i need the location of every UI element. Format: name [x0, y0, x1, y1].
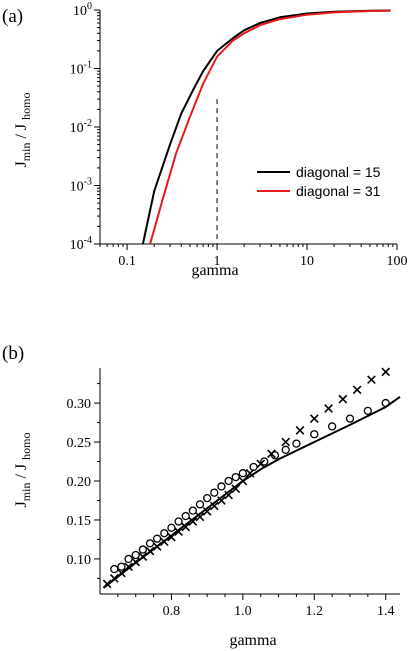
x-tick-label: 100 — [387, 254, 408, 269]
cross-point — [181, 522, 191, 532]
cross-point — [145, 546, 155, 556]
cross-point — [102, 579, 112, 589]
y-tick-label: 0.10 — [67, 553, 92, 568]
cross-point — [238, 476, 248, 486]
series-line-1 — [149, 9, 391, 245]
cross-point — [174, 527, 183, 537]
x-tick-label: 1.0 — [234, 604, 252, 619]
cross-point — [338, 394, 348, 404]
circle-point — [195, 500, 205, 509]
y-tick-label: 10-2 — [70, 118, 92, 136]
circle-point — [188, 506, 198, 515]
x-tick-label: 1.4 — [377, 604, 395, 619]
y-tick-label: 10-4 — [70, 235, 92, 253]
cross-point — [159, 537, 169, 547]
panel-b-x-axis-label: gamma — [229, 632, 276, 649]
circle-point — [131, 550, 140, 560]
circle-point — [174, 517, 183, 526]
circle-point — [281, 445, 290, 454]
cross-point — [217, 496, 226, 505]
cross-point — [381, 367, 391, 377]
cross-point — [295, 425, 305, 435]
cross-point — [209, 501, 219, 511]
cross-point — [231, 484, 241, 494]
x-tick-label: 1 — [214, 254, 221, 269]
cross-point — [188, 517, 198, 526]
circle-point — [117, 562, 126, 571]
panel-a: (a) 0.1 1 10 100 10-4 10-3 10-2 10-1 100 diagona… — [2, 1, 408, 279]
panel-a-axes — [99, 10, 397, 245]
y-tick-label: 10-1 — [70, 60, 92, 78]
cross-point — [109, 574, 119, 583]
circle-point — [310, 430, 319, 439]
circle-point — [210, 488, 219, 497]
x-tick-label: 1.2 — [306, 604, 324, 619]
panel-b-axes — [99, 368, 400, 595]
circle-point — [124, 554, 133, 564]
cross-point — [117, 568, 126, 578]
y-tick-label: 0.30 — [67, 397, 92, 412]
circle-point — [167, 523, 176, 532]
y-tick-label: 0.25 — [67, 436, 92, 451]
circle-point — [145, 539, 155, 548]
cross-point — [195, 512, 205, 522]
circle-point — [238, 469, 248, 478]
fit-line — [102, 395, 401, 589]
panel-a-label: (a) — [2, 6, 23, 27]
panel-b-ticks: 0.8 1.0 1.2 1.4 0.10 0.15 0.20 0.25 0.30 — [67, 383, 395, 619]
x-tick-label: 0.1 — [118, 254, 136, 269]
panel-b-series — [102, 367, 401, 589]
legend-label-diagonal-15: diagonal = 15 — [296, 164, 381, 180]
circle-point — [345, 414, 355, 423]
x-tick-label: 0.8 — [163, 604, 181, 619]
circle-point — [138, 545, 148, 554]
x-tick-label: 10 — [300, 254, 314, 269]
cross-point — [324, 404, 333, 413]
cross-point — [309, 414, 319, 424]
cross-point — [138, 552, 148, 561]
cross-point — [131, 557, 141, 567]
cross-point — [245, 468, 255, 478]
cross-point — [202, 507, 212, 516]
circle-point — [110, 564, 119, 574]
panel-b: (b) 0.8 1.0 1.2 1.4 0.10 0.15 0.20 0.25 0.30 gam… — [2, 343, 401, 649]
cross-point — [352, 385, 362, 395]
circle-point — [181, 511, 190, 521]
cross-point — [224, 490, 233, 500]
circle-point — [160, 529, 169, 538]
panel-a-y-axis-label: Jmin / J homo — [13, 93, 33, 168]
circle-point — [152, 534, 162, 543]
cross-point — [267, 449, 276, 459]
y-tick-label: 0.15 — [67, 514, 92, 529]
circle-point — [202, 493, 212, 503]
cross-point — [281, 437, 291, 447]
circle-point — [363, 406, 373, 416]
panel-a-ticks: 0.1 1 10 100 10-4 10-3 10-2 10-1 100 — [70, 1, 408, 269]
panel-a-x-axis-label: gamma — [191, 262, 238, 279]
cross-point — [124, 562, 133, 572]
cross-point — [152, 542, 162, 551]
y-tick-label: 0.20 — [67, 475, 92, 490]
circle-point — [270, 451, 280, 460]
circle-point — [292, 439, 301, 448]
panel-a-series — [141, 9, 391, 245]
legend: diagonal = 15 diagonal = 31 — [257, 164, 381, 199]
y-tick-label: 10-3 — [70, 177, 92, 195]
series-line-0 — [141, 9, 391, 245]
circle-point — [231, 472, 240, 482]
circle-point — [381, 398, 390, 408]
legend-label-diagonal-31: diagonal = 31 — [296, 183, 381, 199]
cross-point — [367, 375, 376, 385]
y-tick-label: 100 — [73, 1, 92, 19]
circle-point — [327, 422, 337, 431]
circle-point — [260, 457, 269, 466]
circle-point — [224, 476, 233, 486]
panel-b-y-axis-label: Jmin / J homo — [13, 433, 33, 508]
panel-b-label: (b) — [2, 343, 24, 364]
circle-point — [217, 482, 226, 491]
cross-point — [167, 532, 176, 542]
cross-point — [256, 459, 266, 469]
